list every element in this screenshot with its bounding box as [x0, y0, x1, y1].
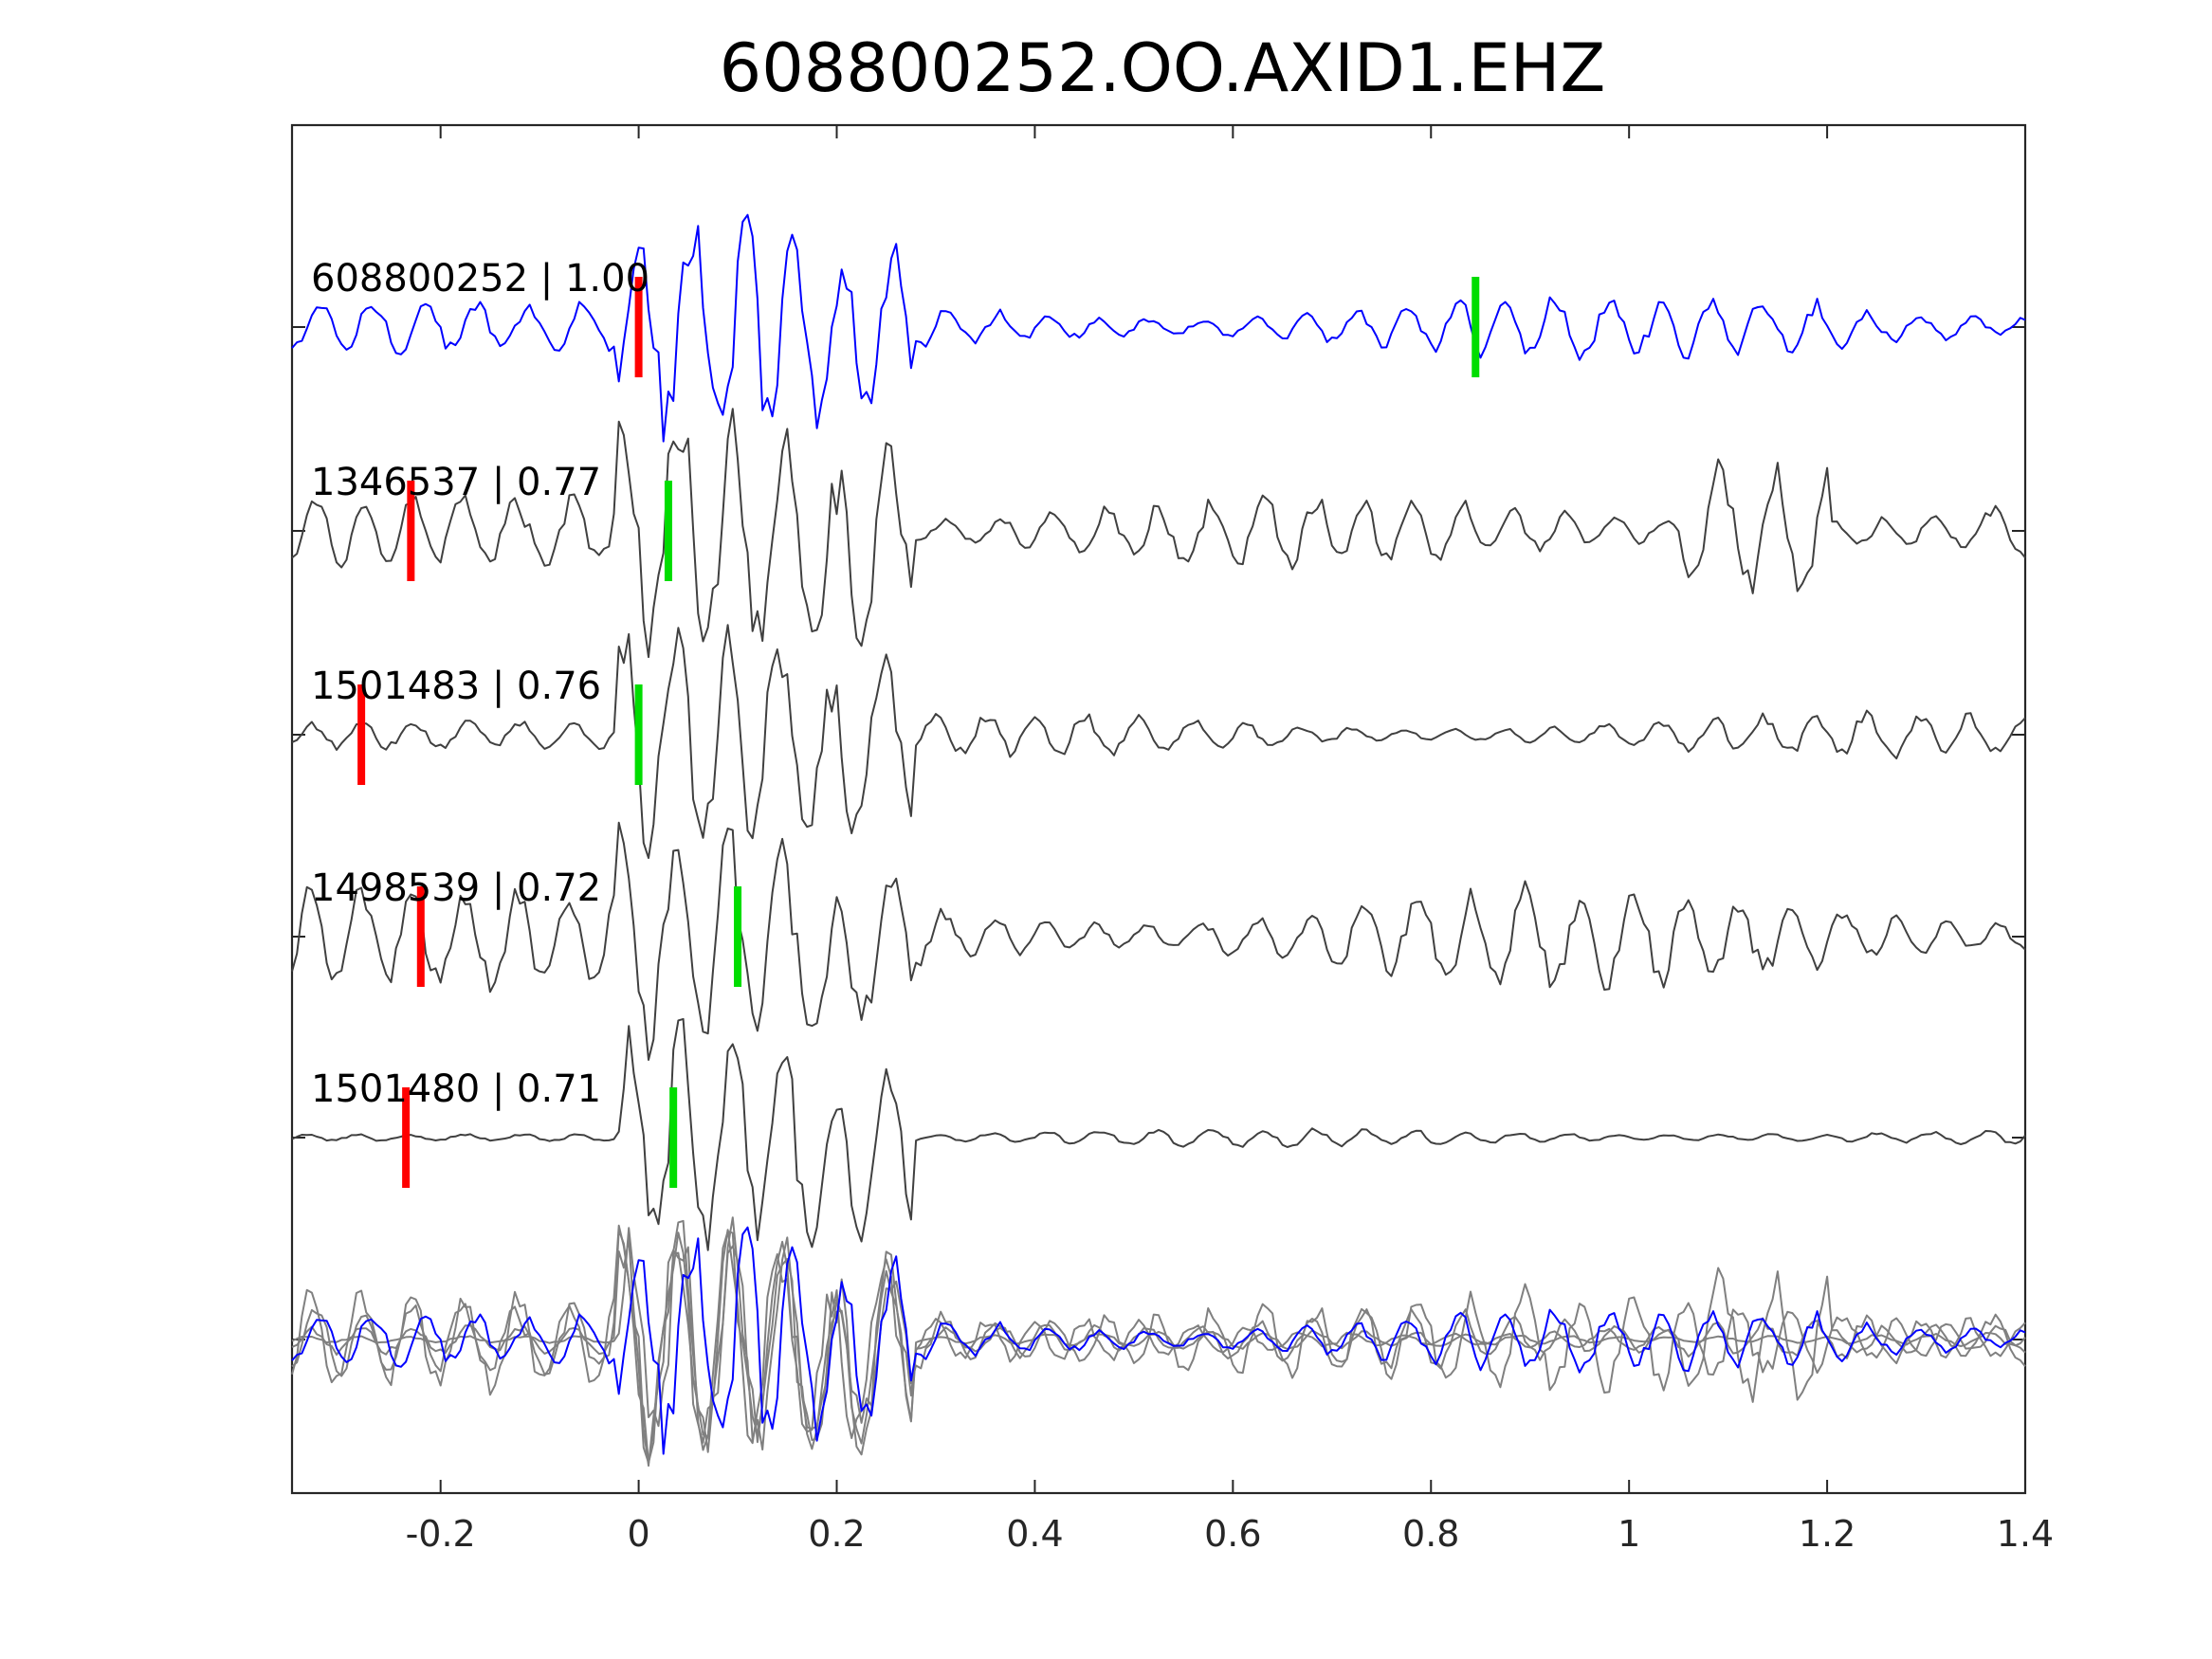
trace-label-608800252: 608800252 | 1.00 [311, 257, 649, 301]
x-tick-label: 1.4 [1997, 1513, 2054, 1555]
trace-line-608800252 [291, 213, 2026, 443]
chart-title: 608800252.OO.AXID1.EHZ [720, 29, 1606, 107]
phase-picks [357, 277, 1480, 1188]
trace-line-1346537 [291, 408, 2026, 659]
x-tick-label: 0.6 [1204, 1513, 1261, 1555]
overlay-line-608800252 [291, 1226, 2026, 1455]
x-tick-label: -0.2 [406, 1513, 476, 1555]
plot-axes-frame [290, 123, 2027, 1495]
x-axis-ticks: -0.2 0 0.2 0.4 0.6 0.8 1 1.2 1.4 [292, 125, 2054, 1555]
x-tick-label: 1.2 [1799, 1513, 1856, 1555]
trace-line-1501483 [291, 624, 2026, 860]
trace-label-1498539: 1498539 | 0.72 [311, 866, 601, 910]
seismic-traces [291, 213, 2026, 1251]
trace-line-1498539 [291, 821, 2026, 1061]
x-tick-label: 1 [1618, 1513, 1640, 1555]
trace-label-1501480: 1501480 | 0.71 [311, 1067, 601, 1111]
overlay-line-1346537 [291, 1216, 2026, 1468]
overlay-line-1501480 [291, 1219, 2026, 1453]
overlay-line-1498539 [291, 1224, 2026, 1464]
overlay-line-1501483 [291, 1229, 2026, 1465]
trace-labels: 608800252 | 1.00 1346537 | 0.77 1501483 | … [311, 257, 649, 1111]
stacked-overlay [291, 1216, 2026, 1468]
x-tick-label: 0 [628, 1513, 650, 1555]
trace-line-1501480 [291, 1017, 2026, 1251]
x-tick-label: 0.8 [1402, 1513, 1459, 1555]
x-tick-label: 0.2 [808, 1513, 865, 1555]
trace-label-1346537: 1346537 | 0.77 [311, 461, 601, 504]
trace-label-1501483: 1501483 | 0.76 [311, 665, 601, 708]
x-tick-label: 0.4 [1006, 1513, 1063, 1555]
